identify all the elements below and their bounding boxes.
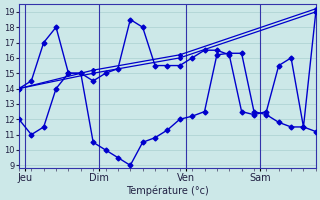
X-axis label: Température (°c): Température (°c) <box>126 185 209 196</box>
